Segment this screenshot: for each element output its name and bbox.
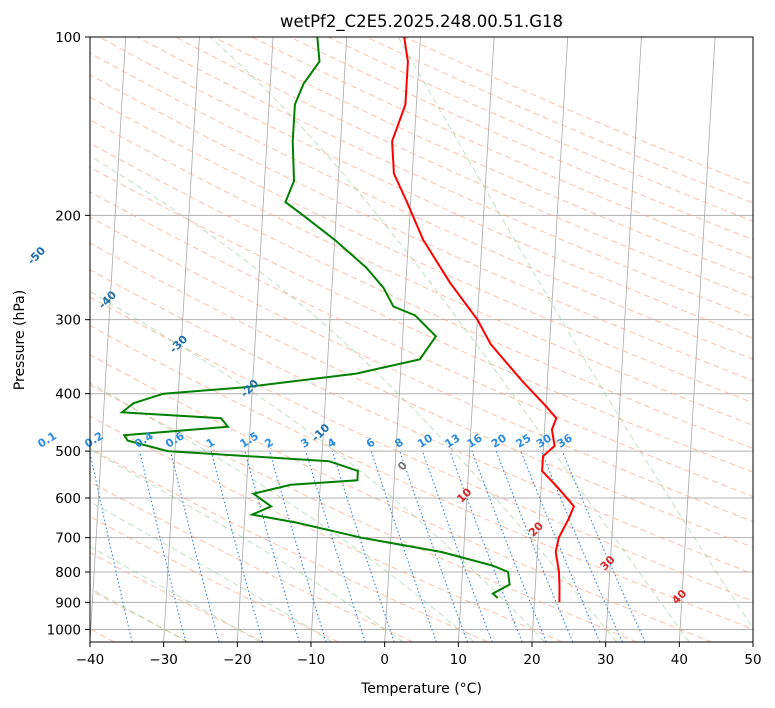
mixing-ratio-line	[449, 450, 523, 642]
dry-adiabat	[90, 142, 753, 450]
isotherm-line	[678, 37, 716, 642]
mixing-ratio-line	[210, 450, 264, 642]
dry-adiabat	[90, 415, 563, 642]
chart-title: wetPf2_C2E5.2025.248.00.51.G18	[280, 12, 563, 32]
dry-adiabat	[90, 447, 488, 642]
moist-adiabat	[90, 546, 261, 642]
isotherm-line	[384, 37, 421, 642]
dry-adiabat	[90, 589, 190, 642]
x-tick-label: −10	[297, 652, 326, 668]
mixing-ratio-line	[471, 450, 547, 642]
series-layer	[119, 37, 576, 603]
y-tick-label: 100	[55, 30, 81, 46]
y-tick-label: 1000	[47, 622, 81, 638]
dry-adiabat	[137, 37, 753, 319]
mixing-ratio-line	[561, 450, 646, 642]
x-tick-label: 10	[450, 652, 467, 668]
isotherm-line	[236, 37, 274, 642]
isotherm-label: -50	[25, 244, 48, 267]
dewpoint-profile	[119, 37, 511, 599]
dry-adiabat	[98, 37, 753, 339]
y-tick-label: 800	[55, 565, 81, 581]
isotherm-line	[90, 37, 127, 642]
x-axis-label: Temperature (°C)	[360, 681, 482, 697]
x-tick-label: 50	[744, 652, 761, 668]
dry-adiabat	[90, 166, 753, 473]
mixing-ratio-line	[370, 450, 437, 642]
plot-frame	[89, 36, 754, 643]
dry-adiabat	[90, 354, 712, 642]
mixing-ratio-line	[305, 450, 366, 642]
moist-adiabat	[90, 501, 333, 642]
mixing-ratio-line	[269, 450, 327, 642]
moist-adiabat	[397, 37, 753, 630]
y-tick-label: 700	[55, 531, 81, 547]
x-tick-label: −20	[223, 652, 252, 668]
x-tick-label: −40	[76, 652, 105, 668]
x-tick-label: 40	[671, 652, 688, 668]
y-tick-label: 500	[55, 444, 81, 460]
dry-adiabat	[90, 96, 753, 404]
y-tick-label: 300	[55, 313, 81, 329]
isotherm-line	[163, 37, 200, 642]
isotherm-line	[752, 635, 753, 642]
y-tick-label: 200	[55, 208, 81, 224]
moist-adiabat	[209, 37, 690, 642]
isotherm-line	[457, 37, 495, 642]
mixing-ratio-line	[399, 450, 468, 642]
moist-adiabat	[90, 155, 618, 642]
mixing-ratio-line	[170, 450, 220, 642]
x-tick-label: 20	[523, 652, 540, 668]
y-tick-label: 900	[55, 595, 81, 611]
moist-adiabat	[90, 448, 404, 642]
axis-layer: −40 −30 −20 −10 0 10 20 30 40 50 100 200 300 400 500 60…	[47, 30, 762, 668]
y-tick-label: 600	[55, 491, 81, 507]
mixing-ratio-line	[495, 450, 574, 642]
dry-adiabat	[90, 325, 753, 630]
x-tick-label: 30	[597, 652, 614, 668]
dry-adiabat	[90, 384, 638, 642]
mixing-ratio-line	[520, 450, 601, 642]
grid-layer	[90, 37, 753, 642]
dry-adiabat	[90, 74, 753, 382]
y-tick-label: 400	[55, 387, 81, 403]
dry-adiabat	[90, 296, 753, 602]
mixing-ratio-line	[244, 450, 300, 642]
mixing-ratio-line	[90, 451, 133, 642]
mixing-ratio-line	[540, 450, 623, 642]
mixing-ratio-line	[139, 450, 187, 642]
x-tick-label: 0	[380, 652, 389, 668]
moist-adiabat	[90, 382, 475, 642]
dry-adiabat	[90, 242, 753, 548]
mixing-ratio-line	[422, 450, 493, 642]
isotherm-line	[531, 37, 569, 642]
x-tick-label: −30	[149, 652, 178, 668]
dry-adiabat	[90, 552, 264, 642]
mixing-ratio-line	[331, 450, 395, 642]
temperature-profile	[391, 37, 576, 603]
y-axis-label: Pressure (hPa)	[12, 290, 28, 390]
dry-adiabat	[90, 269, 753, 575]
